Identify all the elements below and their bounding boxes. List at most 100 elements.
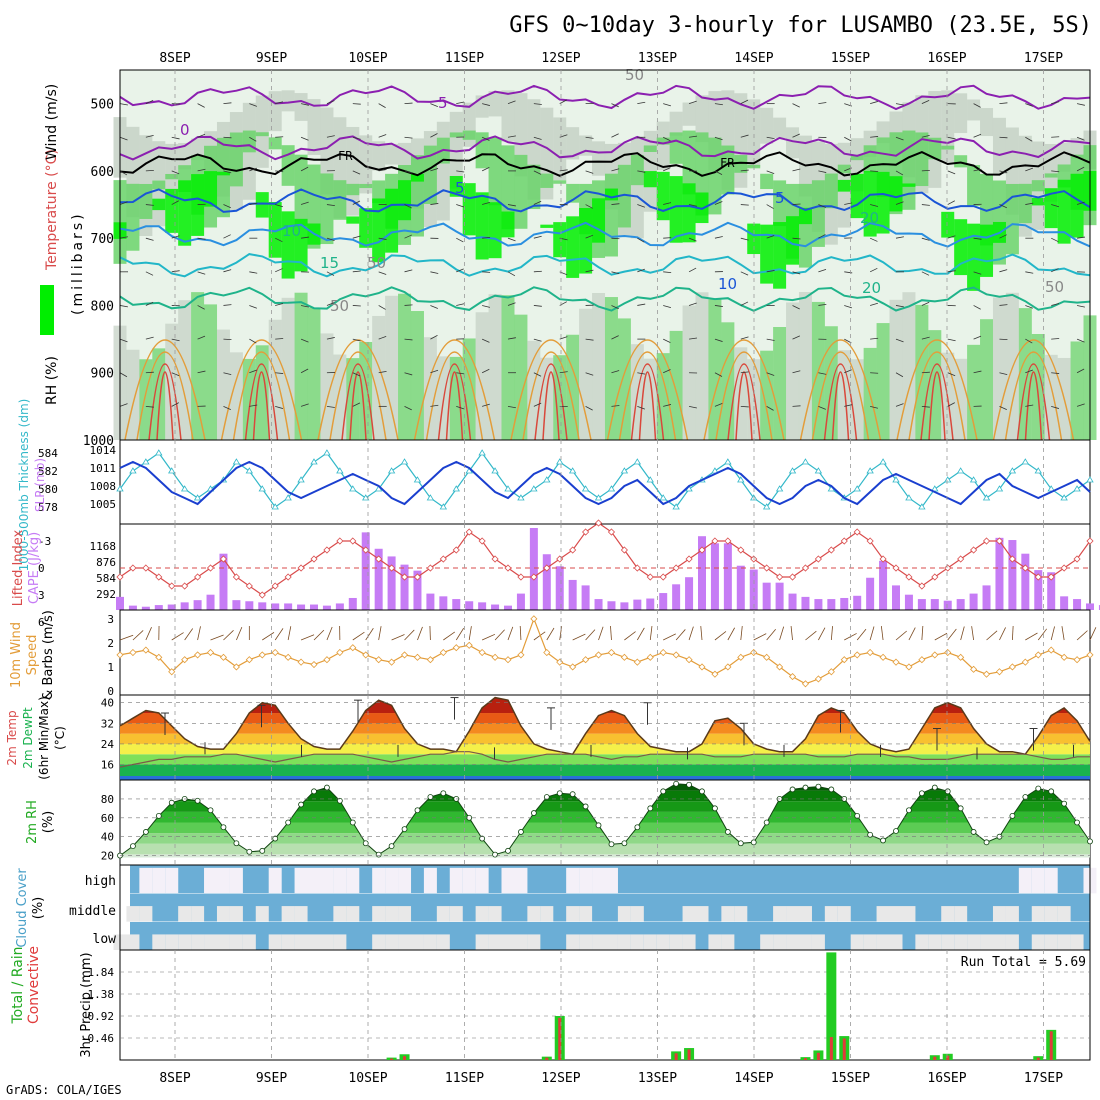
wind-barb [404,102,413,105]
temp-label-text: 2m Temp [5,710,19,765]
thickness-marker [193,494,202,501]
wind-barb [895,372,904,378]
wind-barb [300,103,309,106]
wind-speed-line [119,617,1091,685]
temp-band [120,743,1090,755]
rh-band [255,132,269,137]
cloud-cell [320,867,334,894]
wind-barb [249,305,257,309]
rh-band [120,822,1090,834]
thickness-marker [129,467,137,474]
cape-bar [154,605,163,610]
rh-band [294,93,308,121]
rh-band [281,90,295,112]
rh-band [954,93,968,134]
rh-marker [1074,819,1080,826]
rh-band [540,173,554,188]
cape-bar [904,594,913,610]
wind-speed-marker [892,658,900,666]
run-total-label: Run Total = 5.69 [961,955,1086,970]
thickness-marker [349,485,357,492]
cape-bar [788,593,797,610]
rh-marker [543,794,550,800]
wind-barb [223,372,232,376]
wind-barb [844,404,853,407]
thickness-marker [142,458,150,465]
wind-speed-marker [620,653,628,661]
rh-band [669,111,683,136]
wind-barb [637,268,645,273]
cape-bar [1047,572,1056,610]
thickness-marker [762,503,771,510]
wind-barb [637,101,646,105]
rh-band [643,145,657,152]
freezing-level-label: FR [338,149,353,163]
cape-bar [956,599,965,610]
rh-swatch [40,285,54,335]
thickness-marker [491,467,499,474]
cape-bar [219,553,228,610]
cloud-cell [204,867,218,894]
wind-barb [352,338,361,342]
wind-barb [119,372,128,378]
wind-barb [197,271,206,275]
cloud-cell [876,906,890,922]
surface-wind-barb [119,634,134,641]
cape-bar [762,582,771,610]
rh-band [656,137,670,145]
rh-band [385,143,399,165]
wind-barb [792,133,801,138]
surface-contour [534,363,568,441]
wind-barb [663,202,672,205]
rh-marker [479,835,486,842]
surface-wind-barb [378,626,382,641]
thickness-marker [1060,494,1068,501]
wind-barb [145,371,154,374]
rh-marker [194,797,201,804]
cloud-cell [462,867,476,894]
rh-marker [1009,812,1016,819]
wind-barb [249,202,258,205]
rh-band [592,198,606,243]
rh-lower [449,356,463,440]
cloud-cell [281,934,295,950]
cloud-cell [824,906,838,922]
thickness-marker [801,458,810,465]
cloud-cell [229,867,243,894]
lifted-index-marker [569,546,577,554]
precip-conv-bar [1049,1031,1053,1060]
contour-label: 5 [775,189,785,207]
rh-band [1044,188,1058,229]
thickness-marker [452,485,460,492]
wind-barb [456,372,465,375]
wind-barb [1051,303,1060,306]
lifted-index-marker [672,564,680,572]
cloud-cell [695,906,709,922]
wind-label-text: Speed [25,635,40,676]
precip-conv-bar [842,1038,846,1060]
lifted-index-marker [116,573,124,581]
surface-wind-barb [507,626,514,641]
contour-label: 5 [455,179,465,197]
cape-bar [465,601,474,610]
cloud-cell [178,906,192,922]
cloud-cell [566,867,580,894]
wind-barb [792,335,801,340]
cape-bar [232,600,241,610]
rh-band [268,202,282,258]
rh-band [747,99,761,167]
cloud-cell [928,934,942,950]
wind-barb [766,170,775,175]
rh-band [786,216,800,265]
cloud-cell [721,934,735,950]
wind-barb [895,136,904,141]
surface-wind-barb [184,628,194,641]
wind-barb [766,406,774,411]
wind-barb [921,100,930,105]
lifted-index-marker [866,537,874,545]
surface-wind-barb [688,626,694,641]
thickness-marker [362,494,370,501]
wind-barb [145,204,154,206]
wind-barb [792,271,801,275]
wind-barb [740,169,749,172]
